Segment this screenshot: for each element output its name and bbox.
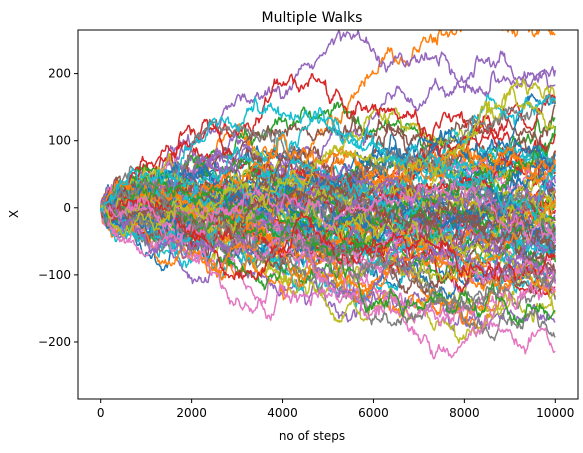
x-tick-label: 8000 (449, 406, 480, 420)
walk-line (99, 155, 556, 250)
series-lines (99, 30, 557, 360)
x-axis-title: no of steps (279, 429, 345, 443)
walk-line (99, 200, 556, 360)
walk-line (100, 178, 556, 326)
walk-line (99, 179, 557, 312)
plot-area-frame (77, 29, 579, 400)
walk-line (100, 132, 556, 261)
walk-line (99, 85, 556, 237)
walk-line (100, 133, 557, 210)
y-tick-label: 0 (63, 201, 71, 215)
y-tick-label: −200 (38, 335, 71, 349)
x-tick-label: 6000 (358, 406, 389, 420)
chart-title: Multiple Walks (262, 10, 363, 26)
y-axis-title: X (7, 210, 21, 218)
walk-line (100, 197, 556, 282)
x-tick-label: 0 (97, 406, 105, 420)
x-tick-label: 4000 (267, 406, 298, 420)
y-axis: −200 −100 0 100 200 (38, 67, 78, 349)
walk-line (99, 70, 556, 208)
y-tick-label: 200 (48, 67, 71, 81)
x-tick-label: 10000 (536, 406, 574, 420)
y-tick-label: 100 (48, 134, 71, 148)
x-axis: 0 2000 4000 6000 8000 10000 (97, 399, 574, 420)
y-tick-label: −100 (38, 268, 71, 282)
walk-line (100, 192, 556, 258)
walk-line (100, 185, 557, 250)
walk-line (99, 96, 556, 221)
walk-line (99, 164, 557, 260)
x-tick-label: 2000 (176, 406, 207, 420)
